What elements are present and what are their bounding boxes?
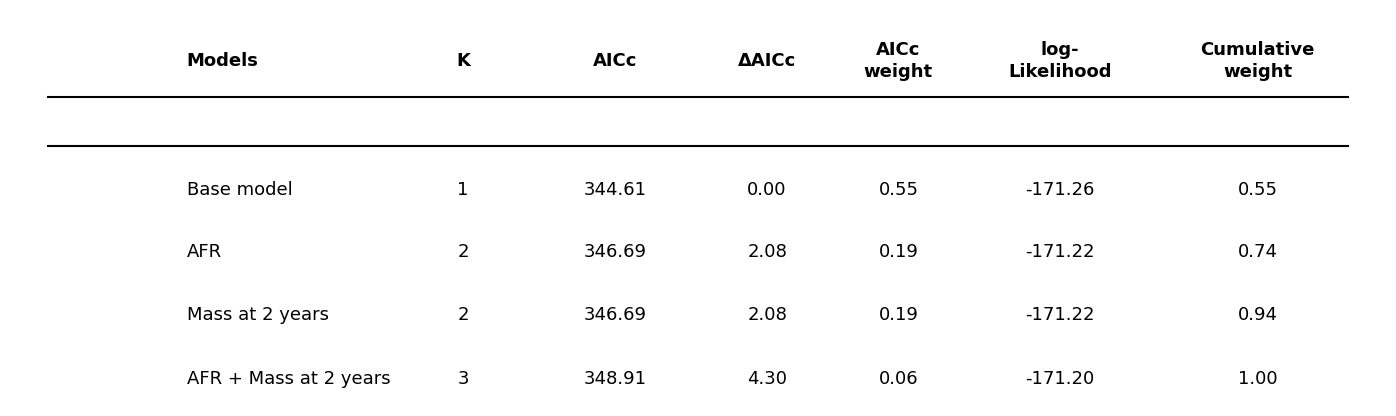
Text: -171.20: -171.20 <box>1026 370 1094 388</box>
Text: AICc: AICc <box>593 52 637 70</box>
Text: 2.08: 2.08 <box>747 306 787 324</box>
Text: Mass at 2 years: Mass at 2 years <box>187 306 328 324</box>
Text: ΔAICc: ΔAICc <box>738 52 796 70</box>
Text: 0.19: 0.19 <box>878 306 919 324</box>
Text: 3: 3 <box>458 370 469 388</box>
Text: K: K <box>456 52 470 70</box>
Text: 344.61: 344.61 <box>584 181 646 199</box>
Text: 0.94: 0.94 <box>1238 306 1277 324</box>
Text: 0.19: 0.19 <box>878 243 919 261</box>
Text: 348.91: 348.91 <box>584 370 646 388</box>
Text: 0.06: 0.06 <box>878 370 919 388</box>
Text: 0.00: 0.00 <box>747 181 787 199</box>
Text: -171.22: -171.22 <box>1026 306 1094 324</box>
Text: 0.55: 0.55 <box>878 181 919 199</box>
Text: 1.00: 1.00 <box>1238 370 1277 388</box>
Text: 2.08: 2.08 <box>747 243 787 261</box>
Text: 0.74: 0.74 <box>1238 243 1277 261</box>
Text: Models: Models <box>187 52 258 70</box>
Text: log-
Likelihood: log- Likelihood <box>1008 41 1111 82</box>
Text: 346.69: 346.69 <box>584 306 646 324</box>
Text: 1: 1 <box>458 181 469 199</box>
Text: -171.26: -171.26 <box>1026 181 1094 199</box>
Text: AICc
weight: AICc weight <box>864 41 933 82</box>
Text: 2: 2 <box>458 306 469 324</box>
Text: Base model: Base model <box>187 181 292 199</box>
Text: AFR + Mass at 2 years: AFR + Mass at 2 years <box>187 370 391 388</box>
Text: 4.30: 4.30 <box>747 370 787 388</box>
Text: -171.22: -171.22 <box>1026 243 1094 261</box>
Text: 2: 2 <box>458 243 469 261</box>
Text: Cumulative
weight: Cumulative weight <box>1201 41 1315 82</box>
Text: AFR: AFR <box>187 243 222 261</box>
Text: 0.55: 0.55 <box>1238 181 1277 199</box>
Text: 346.69: 346.69 <box>584 243 646 261</box>
